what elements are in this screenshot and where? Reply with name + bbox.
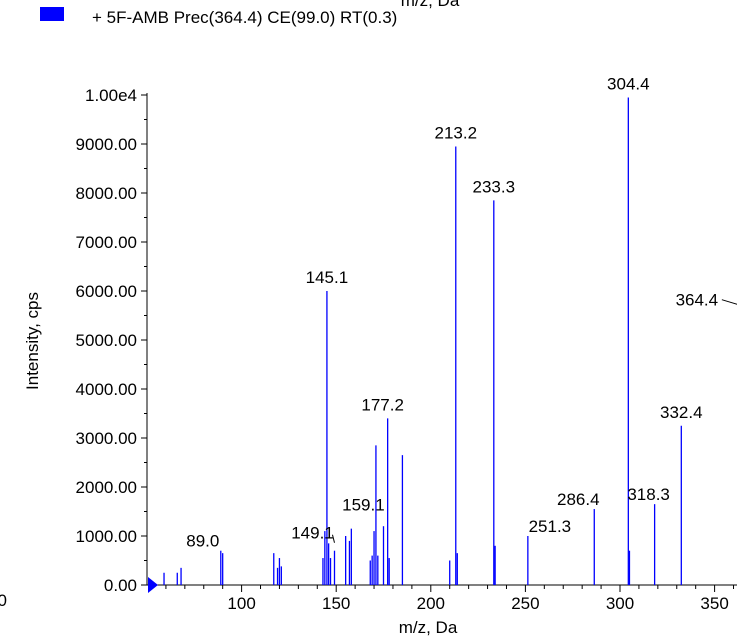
label-leader-line <box>721 299 737 305</box>
peak-label: 318.3 <box>627 485 670 504</box>
peak-label: 213.2 <box>435 123 478 142</box>
peak-label: 149.1 <box>291 524 334 543</box>
peak-label: 286.4 <box>557 490 600 509</box>
legend-label: + 5F-AMB Prec(364.4) CE(99.0) RT(0.3) <box>92 8 397 27</box>
y-tick-label: 6000.00 <box>76 282 137 301</box>
y-tick-label: 3000.00 <box>76 429 137 448</box>
y-tick-label: 5000.00 <box>76 331 137 350</box>
label-leader-line <box>332 534 335 543</box>
y-tick-label: 1.00e4 <box>85 86 137 105</box>
x-axis-start-marker <box>148 577 158 593</box>
peak-label: 251.3 <box>529 517 572 536</box>
peak-label: 159.1 <box>342 496 385 515</box>
peak-label: 304.4 <box>607 74 650 93</box>
x-axis-ticks: 100 150 200 250 300 350 <box>165 585 735 613</box>
peak-label: 233.3 <box>473 177 516 196</box>
peak-label: 177.2 <box>361 395 404 414</box>
y-tick-label: 0.00 <box>104 576 137 595</box>
y-tick-label: 8000.00 <box>76 184 137 203</box>
chart-title-cropped: m/z, Da <box>401 0 460 10</box>
x-tick-label: 350 <box>700 594 728 613</box>
x-tick-label: 300 <box>606 594 634 613</box>
y-tick-label: 7000.00 <box>76 233 137 252</box>
peak-label: 145.1 <box>306 268 349 287</box>
x-tick-label: 150 <box>322 594 350 613</box>
legend-swatch <box>40 7 64 21</box>
x-tick-label: 250 <box>511 594 539 613</box>
peak-label: 364.4 <box>676 291 719 310</box>
y-axis-title: Intensity, cps <box>23 292 42 390</box>
x-axis-title: m/z, Da <box>399 618 458 637</box>
y-tick-label: 9000.00 <box>76 135 137 154</box>
x-tick-label: 100 <box>227 594 255 613</box>
peak-label: 332.4 <box>660 403 703 422</box>
y-tick-label: 1000.00 <box>76 527 137 546</box>
x-tick-label: 200 <box>417 594 445 613</box>
y-tick-label: 2000.00 <box>76 478 137 497</box>
x-tick-label-partial: 0 <box>0 591 7 610</box>
spectrum-peaks <box>163 97 682 585</box>
y-tick-label: 4000.00 <box>76 380 137 399</box>
y-axis-ticks: 0.00 1000.00 2000.00 3000.00 4000.00 5000.00 6… <box>76 86 147 595</box>
peak-labels: 89.0 145.1 149.1 159.1 177.2 213.2 233.3 251.3 2… <box>186 74 737 551</box>
peak-label: 89.0 <box>186 532 219 551</box>
